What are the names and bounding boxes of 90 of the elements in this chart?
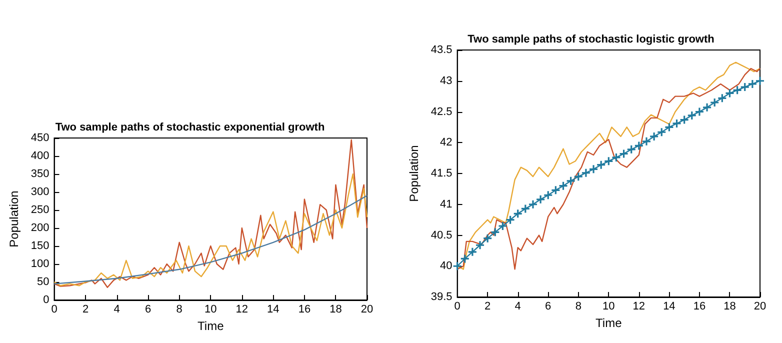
x-tick-label: 18 — [724, 300, 736, 312]
line-series — [54, 195, 368, 284]
chart-title: Two sample paths of stochastic logistic growth — [468, 34, 715, 46]
point — [718, 94, 726, 102]
x-tick-label: 10 — [602, 300, 615, 312]
point — [514, 210, 522, 218]
point — [710, 98, 719, 106]
x-axis-title: Time — [596, 316, 622, 330]
x-tick-label: 6 — [145, 304, 152, 316]
point — [642, 137, 650, 146]
point — [695, 108, 704, 116]
x-tick-label: 2 — [484, 300, 491, 312]
x-tick-label: 10 — [204, 304, 217, 316]
point — [574, 172, 582, 181]
y-tick-label: 40 — [440, 260, 452, 272]
point — [552, 186, 560, 194]
point — [566, 176, 575, 185]
point — [620, 150, 628, 158]
point — [468, 248, 476, 256]
point — [665, 123, 674, 132]
y-tick-label: 250 — [30, 204, 50, 216]
point — [453, 262, 462, 270]
line-series — [54, 139, 368, 288]
x-tick-label: 8 — [575, 300, 582, 312]
x-tick-label: 4 — [114, 304, 120, 316]
y-tick-label: 40.5 — [430, 229, 452, 242]
x-tick-label: 16 — [298, 304, 311, 316]
point — [559, 182, 568, 190]
x-tick-label: 20 — [754, 300, 766, 312]
y-tick-label: 43 — [440, 74, 452, 87]
x-axis-title: Time — [198, 318, 224, 333]
x-tick-label: 8 — [176, 304, 182, 316]
point — [597, 160, 606, 169]
point — [544, 191, 552, 200]
point — [650, 132, 658, 140]
point — [634, 142, 643, 150]
y-tick-label: 450 — [30, 132, 50, 144]
x-tick-label: 0 — [51, 304, 58, 316]
y-tick-label: 42 — [440, 136, 452, 149]
point — [726, 89, 734, 98]
x-tick-label: 6 — [545, 300, 552, 312]
point — [582, 168, 590, 177]
point — [604, 157, 613, 166]
chart-title: Two sample paths of stochastic exponential growth — [55, 122, 325, 134]
y-axis-title: Population — [407, 145, 421, 202]
x-tick-label: 0 — [454, 300, 460, 312]
point — [476, 241, 484, 250]
x-tick-label: 18 — [330, 304, 342, 316]
point — [528, 200, 537, 208]
point — [627, 145, 636, 154]
point — [733, 86, 742, 94]
y-tick-label: 350 — [30, 168, 50, 180]
y-tick-label: 400 — [30, 150, 50, 162]
y-tick-label: 39.5 — [430, 291, 452, 303]
point — [756, 76, 764, 85]
x-tick-label: 16 — [693, 300, 706, 312]
y-tick-label: 43.5 — [430, 44, 452, 56]
y-tick-label: 42.5 — [430, 106, 452, 118]
y-tick-label: 41.5 — [430, 168, 452, 180]
point — [680, 116, 688, 124]
point — [612, 153, 620, 162]
y-tick-label: 41 — [440, 198, 452, 210]
y-tick-label: 300 — [30, 186, 50, 198]
point — [460, 254, 469, 263]
y-tick-label: 100 — [30, 258, 50, 270]
point — [672, 119, 681, 128]
x-tick-label: 20 — [360, 304, 374, 316]
y-tick-label: 150 — [30, 240, 50, 252]
x-tick-label: 2 — [82, 304, 89, 316]
x-tick-label: 4 — [514, 300, 521, 312]
point — [748, 80, 756, 88]
point — [536, 195, 545, 204]
point — [484, 234, 492, 242]
y-axis-title: Population — [7, 190, 21, 248]
point — [740, 83, 749, 92]
point — [491, 228, 500, 236]
point — [688, 111, 696, 120]
x-tick-label: 14 — [663, 300, 676, 312]
line-series — [54, 173, 368, 286]
y-tick-label: 200 — [30, 222, 50, 234]
x-tick-label: 14 — [267, 304, 280, 316]
point — [590, 165, 598, 174]
x-tick-label: 12 — [236, 304, 248, 316]
y-tick-label: 50 — [37, 276, 50, 288]
point — [498, 222, 507, 230]
point — [521, 204, 530, 213]
point — [506, 216, 514, 224]
x-tick-label: 12 — [632, 300, 646, 312]
point — [703, 103, 712, 112]
point — [658, 128, 666, 136]
